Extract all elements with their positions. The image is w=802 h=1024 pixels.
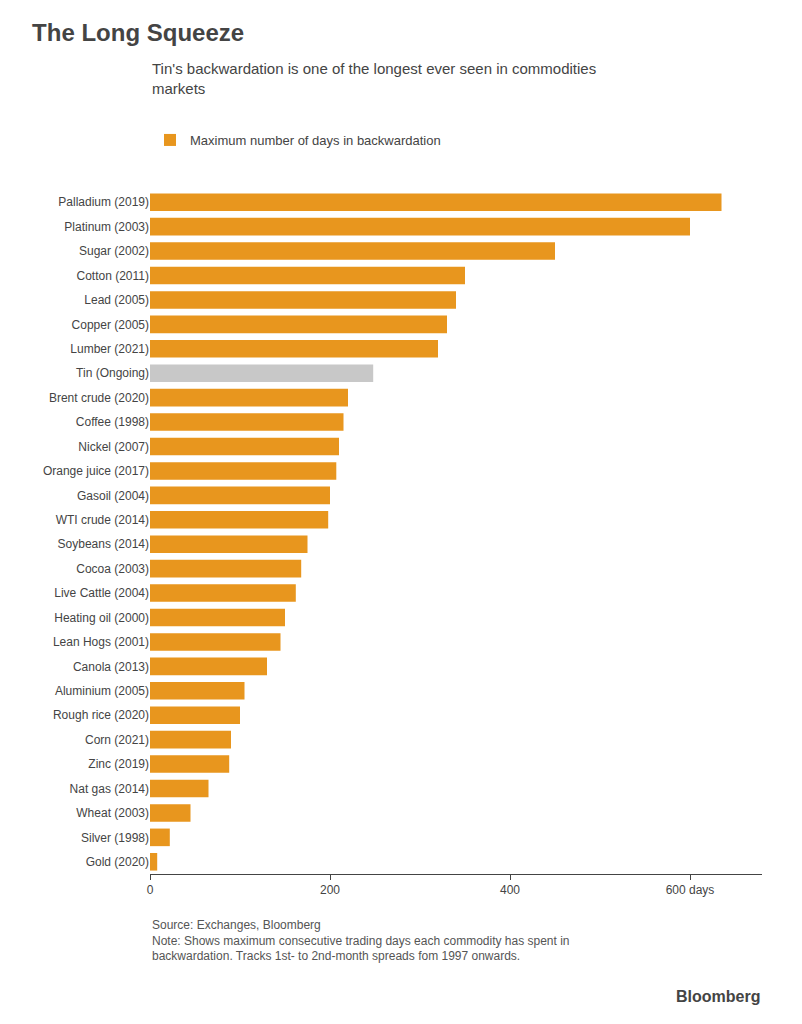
svg-text:Aluminium (2005): Aluminium (2005) [55,684,149,698]
svg-text:Copper (2005): Copper (2005) [72,318,149,332]
svg-text:Palladium (2019): Palladium (2019) [58,195,149,209]
svg-text:Source: Exchanges, BloombergNo: Source: Exchanges, BloombergNote: Shows … [152,918,570,963]
svg-text:200: 200 [320,883,340,897]
svg-text:Brent crude (2020): Brent crude (2020) [49,391,149,405]
svg-text:0: 0 [147,883,154,897]
svg-text:Corn (2021): Corn (2021) [85,733,149,747]
svg-text:Lead (2005): Lead (2005) [84,293,149,307]
svg-text:Platinum (2003): Platinum (2003) [64,220,149,234]
svg-text:Nickel (2007): Nickel (2007) [78,440,149,454]
svg-text:Coffee (1998): Coffee (1998) [76,415,149,429]
svg-text:Maximum number of days in back: Maximum number of days in backwardation [190,133,441,148]
svg-text:Bloomberg: Bloomberg [676,988,760,1005]
svg-text:Cocoa (2003): Cocoa (2003) [76,562,149,576]
svg-text:Wheat (2003): Wheat (2003) [76,806,149,820]
svg-text:Sugar (2002): Sugar (2002) [79,244,149,258]
svg-text:Tin (Ongoing): Tin (Ongoing) [76,366,149,380]
svg-text:Zinc (2019): Zinc (2019) [88,757,149,771]
svg-text:Lumber (2021): Lumber (2021) [70,342,149,356]
svg-text:WTI crude (2014): WTI crude (2014) [56,513,149,527]
svg-text:The Long Squeeze: The Long Squeeze [32,19,244,46]
svg-text:Cotton (2011): Cotton (2011) [77,269,150,283]
svg-text:Lean Hogs (2001): Lean Hogs (2001) [53,635,149,649]
svg-text:Gasoil (2004): Gasoil (2004) [77,489,149,503]
svg-text:Gold (2020): Gold (2020) [86,855,149,869]
svg-text:Rough rice (2020): Rough rice (2020) [53,708,149,722]
svg-text:Heating oil (2000): Heating oil (2000) [54,611,149,625]
svg-text:400: 400 [500,883,520,897]
svg-text:600 days: 600 days [666,883,715,897]
svg-text:Live Cattle (2004): Live Cattle (2004) [54,586,149,600]
svg-text:Nat gas (2014): Nat gas (2014) [70,782,149,796]
svg-text:Silver (1998): Silver (1998) [81,831,149,845]
svg-text:Orange juice (2017): Orange juice (2017) [43,464,149,478]
svg-text:Canola (2013): Canola (2013) [73,660,149,674]
svg-text:Soybeans (2014): Soybeans (2014) [58,537,149,551]
svg-text:Tin's backwardation is one of: Tin's backwardation is one of the longes… [152,60,596,97]
